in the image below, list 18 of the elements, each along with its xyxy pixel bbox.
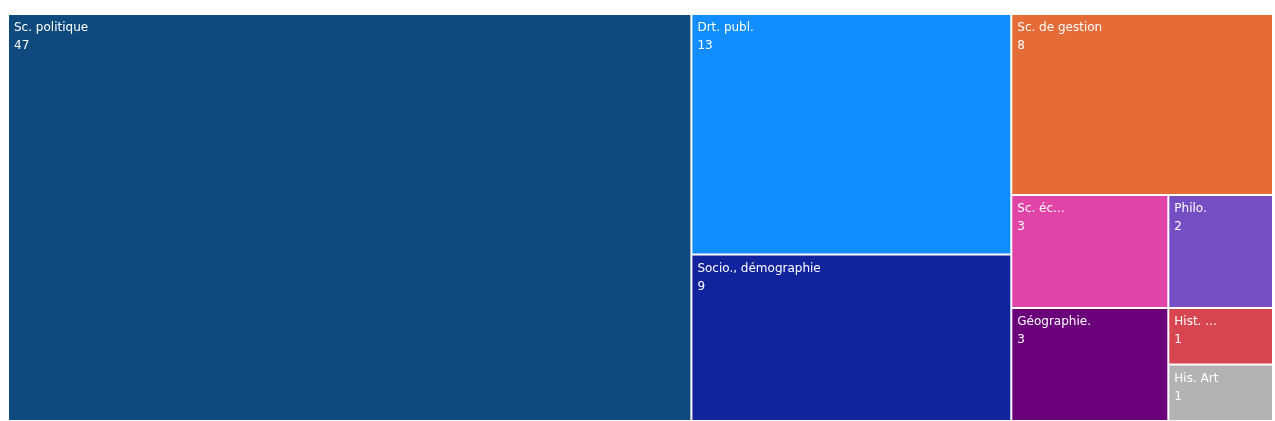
category-label: Drt. publ. — [697, 20, 754, 35]
data-label: 9 — [697, 278, 706, 293]
data-label: 1 — [1174, 388, 1182, 403]
data-label: 8 — [1017, 38, 1025, 53]
category-label: Socio., démographie — [697, 260, 821, 275]
category-label: Sc. politique — [14, 20, 89, 35]
data-label: 3 — [1017, 219, 1025, 234]
data-label: 47 — [14, 38, 30, 53]
category-label: Hist. ... — [1174, 314, 1217, 329]
data-label: 3 — [1017, 332, 1025, 347]
category-label: Sc. de gestion — [1017, 20, 1103, 35]
data-label: 1 — [1174, 332, 1182, 347]
category-label: Sc. éc... — [1017, 201, 1065, 216]
data-label: 13 — [697, 38, 713, 53]
category-label: His. Art — [1174, 370, 1219, 385]
data-label: 2 — [1174, 219, 1182, 234]
category-label: Géographie. — [1017, 314, 1091, 329]
category-label: Philo. — [1174, 201, 1207, 216]
